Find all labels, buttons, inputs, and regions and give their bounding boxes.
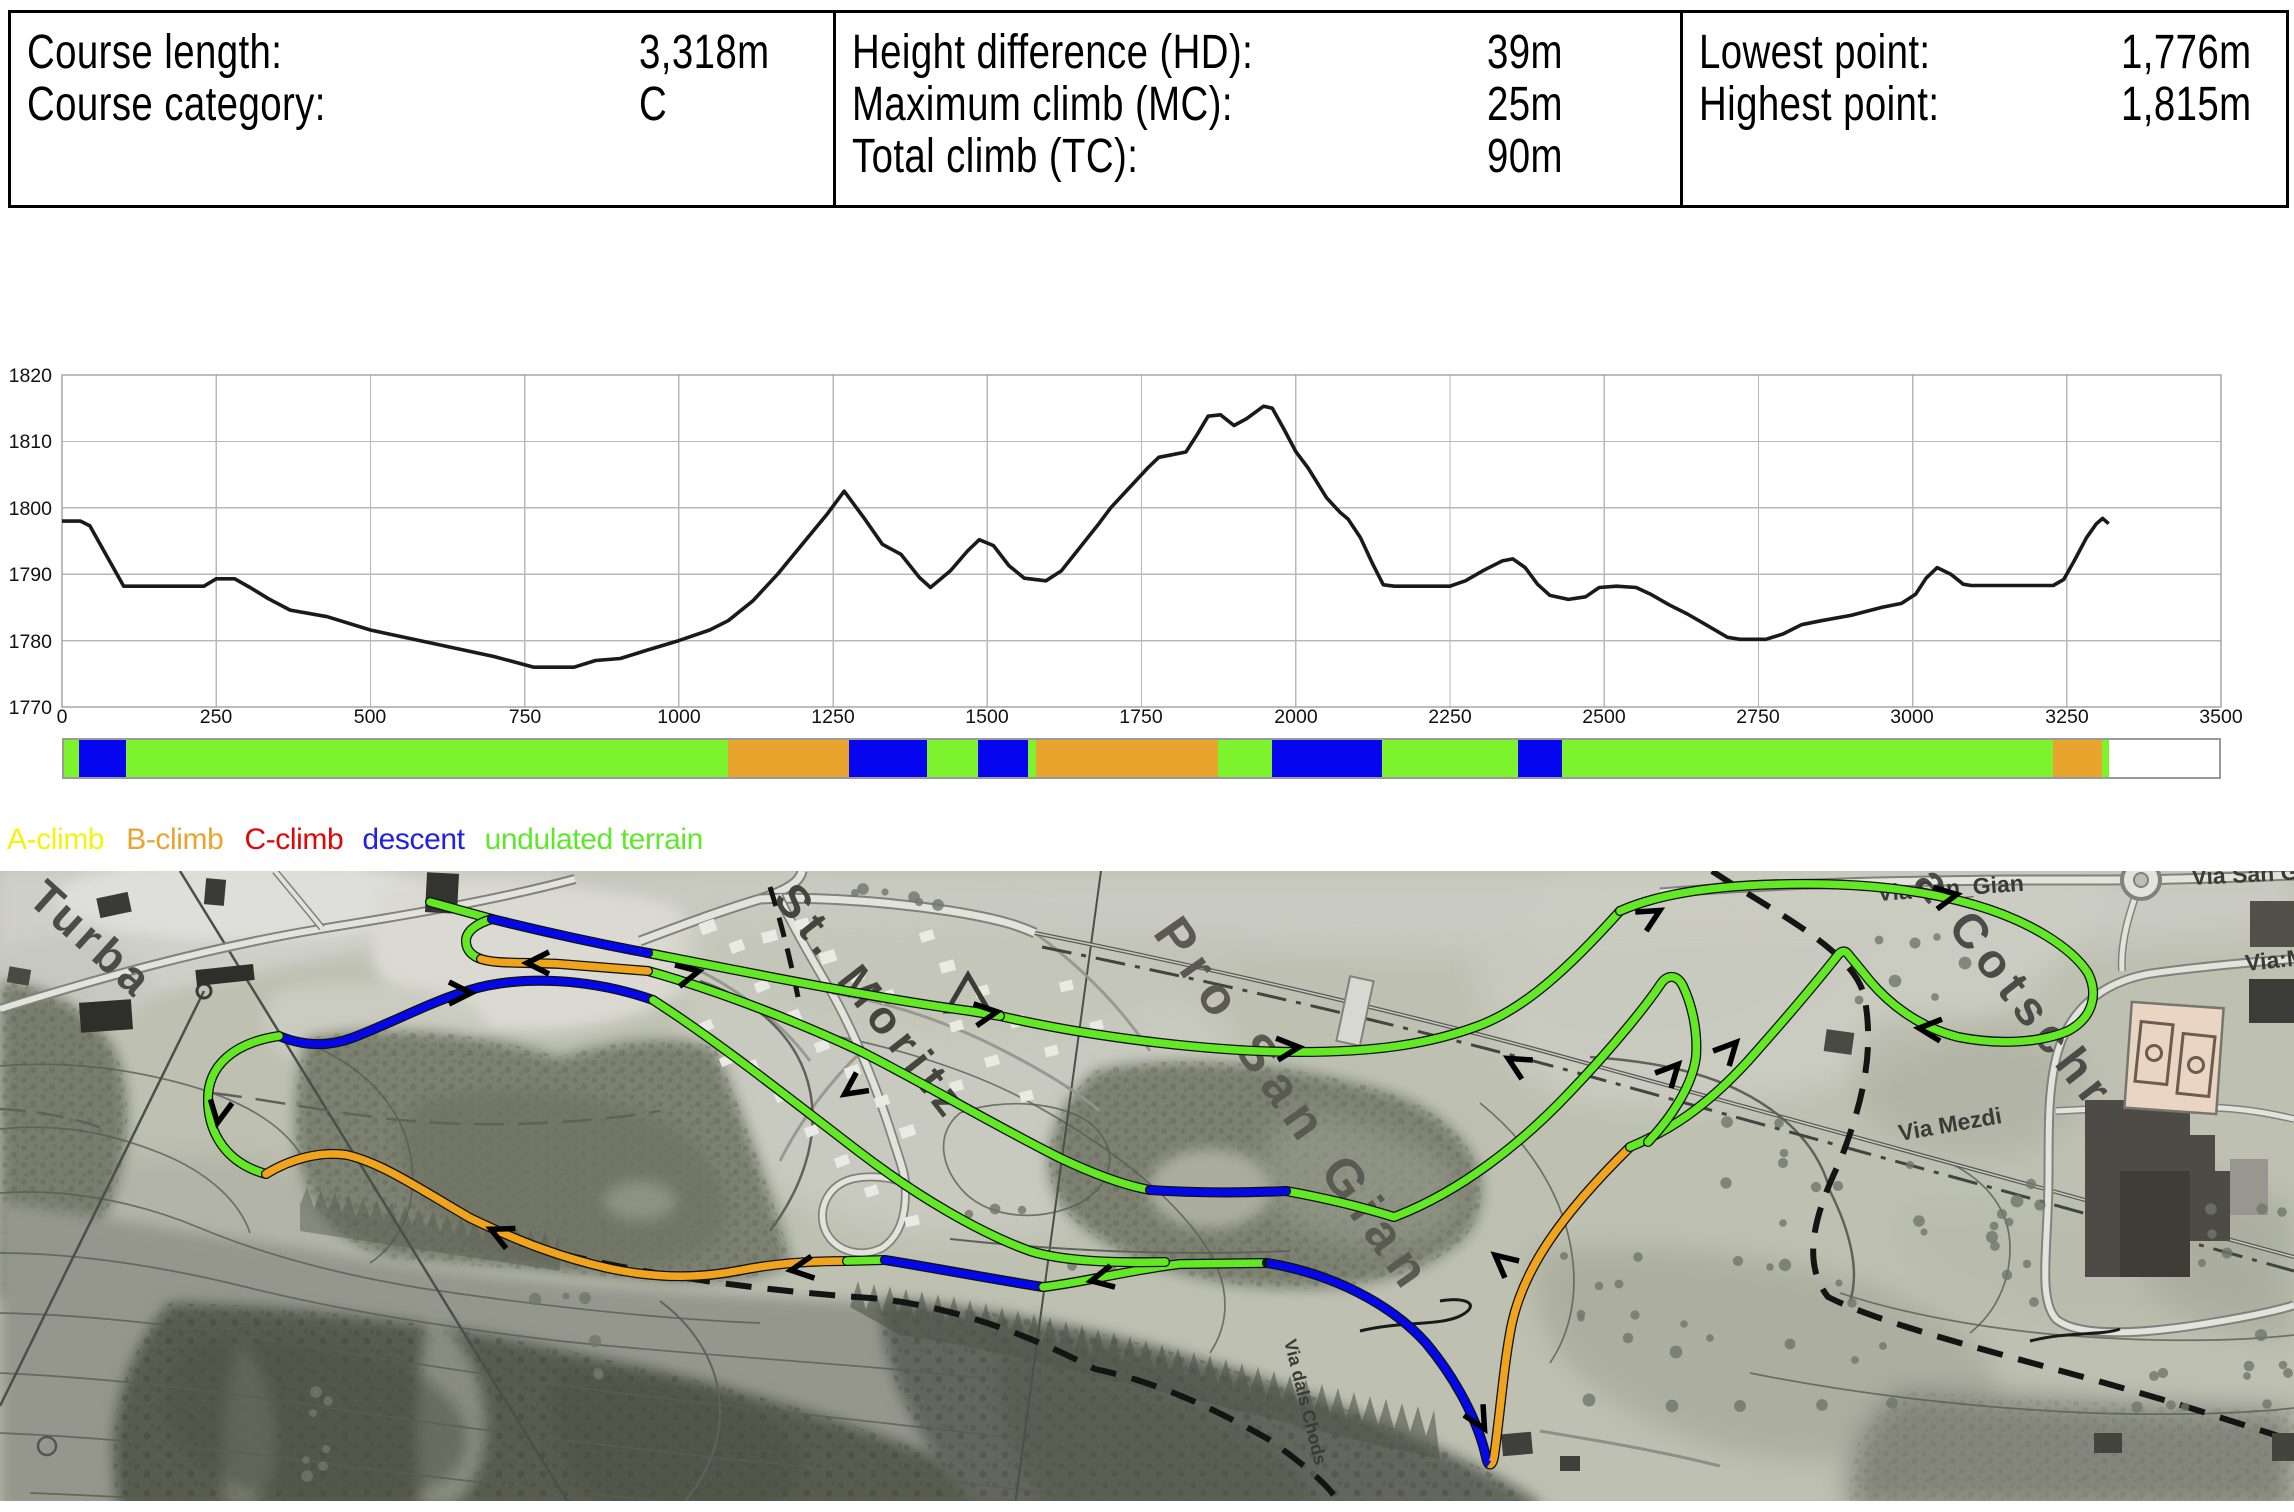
svg-text:Via San Gia: Via San Gia	[2191, 871, 2294, 890]
svg-text:Via:M: Via:M	[2244, 944, 2294, 976]
